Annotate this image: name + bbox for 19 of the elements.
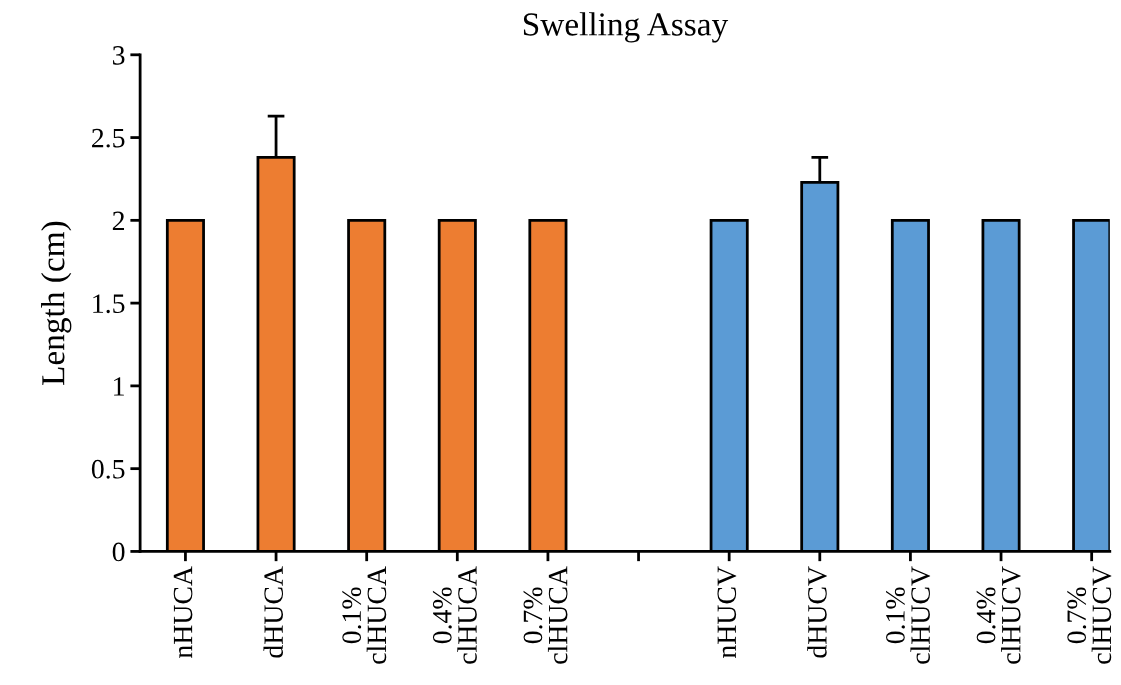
y-axis-title: Length (cm) bbox=[41, 221, 72, 385]
chart-title: Swelling Assay bbox=[523, 12, 729, 43]
y-tick-label: 2 bbox=[112, 211, 125, 230]
x-tick-label: 0.1% clHUCV bbox=[886, 566, 931, 664]
y-tick-label: 1 bbox=[114, 377, 124, 396]
y-tick-label: 3 bbox=[112, 46, 125, 65]
x-tick-label: nHUCA bbox=[173, 566, 193, 658]
y-tick-label: 0.5 bbox=[91, 459, 125, 479]
x-tick-label: 0.1% clHUCA bbox=[342, 566, 387, 664]
x-tick-label: 0.7% clHUCV bbox=[1067, 566, 1112, 664]
x-tick-label: dHUCA bbox=[263, 566, 284, 658]
y-tick-label: 2.5 bbox=[92, 128, 125, 148]
x-tick-label: 0.4% clHUCA bbox=[432, 566, 477, 664]
x-tick-label: nHUCV bbox=[717, 566, 737, 658]
x-tick-label: 0.4% clHUCV bbox=[976, 566, 1021, 664]
y-tick-label: 1.5 bbox=[93, 294, 125, 314]
x-tick-label: dHUCV bbox=[807, 566, 827, 658]
y-tick-label: 0 bbox=[112, 542, 125, 562]
x-tick-label: 0.7% clHUCA bbox=[523, 566, 568, 664]
